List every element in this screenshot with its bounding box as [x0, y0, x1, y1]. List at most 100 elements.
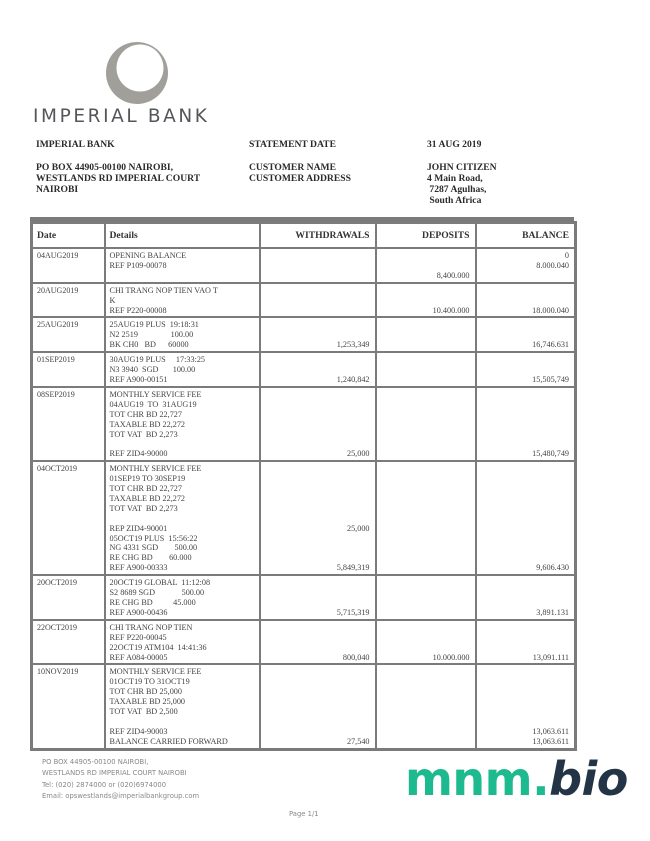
balance-cell-line [481, 286, 570, 296]
date-cell: 08SEP2019 [30, 385, 106, 463]
withdrawals-cell-line: 27,540 [346, 736, 370, 746]
date-cell: 04AUG2019 [30, 247, 106, 284]
details-cell-line: MONTHLY SERVICE FEE [109, 667, 202, 677]
bank-address-line: PO BOX 44905-00100 NAIROBI, [36, 162, 173, 173]
imperial-bank-logo-icon [106, 42, 168, 104]
deposits-cell-line [381, 251, 470, 261]
customer-name-value: JOHN CITIZEN [427, 162, 497, 173]
footer-address: PO BOX 44905-00100 NAIROBI, WESTLANDS RD… [42, 757, 199, 802]
deposits-cell-line [381, 449, 470, 459]
details-cell-line: REF A900-00151 [109, 374, 168, 384]
table-row: 04AUG2019 OPENING BALANCE REF P109-00078 8… [30, 247, 577, 284]
details-cell-line: REF ZID4-90000 [109, 449, 168, 459]
balance-cell: 0 8.000.040 [474, 247, 577, 284]
divider [30, 217, 574, 221]
balance-cell-line [481, 707, 570, 717]
withdrawals-cell-line [265, 400, 370, 410]
watermark: mnm.bio [405, 752, 628, 806]
details-cell-line: BK CH0 BD 60000 [109, 340, 189, 350]
details-cell: MONTHLY SERVICE FEE 01SEP19 TO 30SEP19 TOT… [103, 460, 261, 577]
deposits-cell-line [381, 484, 470, 494]
deposits-cell-line [381, 687, 470, 697]
details-cell-line: 22OCT19 ATM104 14:41:36 [109, 642, 207, 652]
date-cell: 22OCT2019 [30, 618, 106, 666]
details-cell-line: REF A900-00333 [109, 563, 168, 573]
bank-address: PO BOX 44905-00100 NAIROBI, WESTLANDS RD… [36, 162, 200, 195]
details-cell-line: N3 3940 SGD 100.00 [109, 365, 196, 375]
balance-cell-line [481, 687, 570, 697]
withdrawals-cell-line [265, 365, 370, 375]
customer-address-line: 4 Main Road, [427, 173, 483, 184]
customer-address-line: South Africa [427, 195, 482, 206]
deposits-cell-line [381, 340, 470, 350]
balance-cell-line: 18.000.040 [532, 305, 569, 315]
deposits-cell-line [381, 697, 470, 707]
details-cell-line: TOT CHR BD 22,727 [109, 409, 182, 419]
date-cell: 01SEP2019 [30, 351, 106, 388]
balance-cell-line [481, 623, 570, 633]
deposits-cell-line [381, 474, 470, 484]
withdrawals-cell-line: 1,253,349 [336, 340, 370, 350]
page-number: Page 1/1 [289, 810, 319, 818]
customer-name-label: CUSTOMER NAME [249, 162, 336, 173]
balance-cell: 15,480,749 [474, 385, 577, 463]
deposits-cell-line [381, 578, 470, 588]
withdrawals-cell-line [265, 598, 370, 608]
withdrawals-cell-line [265, 251, 370, 261]
withdrawals-cell: 25,000 [258, 385, 377, 463]
details-cell: MONTHLY SERVICE FEE 01OCT19 TO 31OCT19 TOT… [103, 663, 261, 751]
details-cell-line: 04AUG19 TO 31AUG19 [109, 399, 197, 409]
balance-cell-line: 0 [564, 251, 569, 260]
details-cell-line: 01OCT19 TO 31OCT19 [109, 677, 190, 687]
deposits-cell-line [381, 598, 470, 608]
footer-line: Email: opswestlands@imperialbankgroup.co… [42, 791, 200, 800]
balance-cell-line [481, 355, 570, 365]
withdrawals-cell-line [265, 430, 370, 440]
withdrawals-cell-line: 800,040 [342, 652, 370, 662]
details-cell-line: RE CHG BD 45.000 [109, 598, 196, 608]
deposits-cell [374, 316, 477, 354]
customer-info: JOHN CITIZEN 4 Main Road, 7287 Agulhas, … [427, 162, 497, 206]
transactions-table: Date Details WITHDRAWALS DEPOSITS BALANC… [30, 221, 577, 751]
withdrawals-cell-line [265, 474, 370, 484]
deposits-cell-line [381, 588, 470, 598]
withdrawals-cell-line [265, 687, 370, 697]
details-cell-line: 05OCT19 PLUS 15:56:22 [109, 533, 198, 543]
deposits-cell-line: 10.400.000 [432, 305, 470, 315]
withdrawals-cell-line [265, 534, 370, 544]
balance-cell-line [481, 430, 570, 440]
details-cell: CHI TRANG NOP TIEN REF P220-00045 22OCT19 … [103, 618, 261, 666]
deposits-cell [374, 663, 477, 751]
balance-cell-line [481, 504, 570, 514]
withdrawals-cell-line [265, 390, 370, 400]
details-cell-line [110, 439, 256, 449]
details-cell-line: TAXABLE BD 22,272 [109, 419, 186, 429]
details-cell-line: RE CHG BD 60.000 [109, 553, 192, 563]
withdrawals-cell-line [265, 504, 370, 514]
balance-cell-line: 13,063.611 [532, 726, 569, 736]
details-cell-line [110, 717, 256, 727]
withdrawals-cell-line [265, 296, 370, 306]
table-row: 20OCT2019 20OCT19 GLOBAL 11:12:08 S2 8689 … [30, 574, 577, 621]
balance-cell-line [481, 320, 570, 330]
details-cell-line: 20OCT19 GLOBAL 11:12:08 [109, 578, 211, 588]
deposits-cell-line [381, 390, 470, 400]
withdrawals-cell-line [265, 697, 370, 707]
balance-cell-line [481, 474, 570, 484]
date-cell: 25AUG2019 [30, 316, 106, 354]
details-cell: 30AUG19 PLUS 17:33:25 N3 3940 SGD 100.00 R… [103, 351, 261, 388]
withdrawals-cell-line [265, 494, 370, 504]
withdrawals-cell-line [265, 484, 370, 494]
deposits-cell-line [381, 420, 470, 430]
details-cell: CHI TRANG NOP TIEN VAO T K REF P220-00008 [103, 281, 261, 319]
withdrawals-cell-line [265, 420, 370, 430]
deposits-cell-line [381, 296, 470, 306]
balance-cell-line [481, 717, 570, 727]
deposits-cell-line [381, 727, 470, 737]
deposits-cell-line [381, 320, 470, 330]
table-row: 25AUG2019 25AUG19 PLUS 19:18:31 N2 2519 10… [30, 316, 577, 354]
table-row: 08SEP2019 MONTHLY SERVICE FEE 04AUG19 TO 3… [30, 385, 577, 463]
deposits-cell-line [381, 524, 470, 534]
withdrawals-cell-line [265, 271, 370, 281]
withdrawals-cell-line [265, 261, 370, 271]
